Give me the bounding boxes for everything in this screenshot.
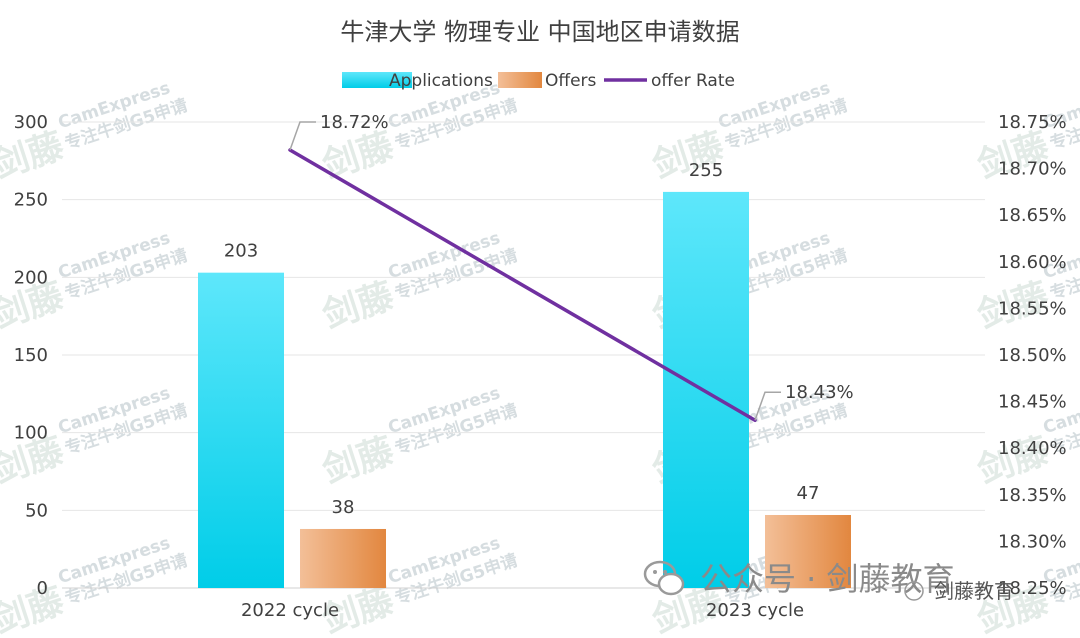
- chart-title: 牛津大学 物理专业 中国地区申请数据: [340, 18, 739, 46]
- y-right-tick-label: 18.40%: [998, 438, 1067, 459]
- legend-swatch-offers: [498, 72, 542, 88]
- category-label: 2022 cycle: [241, 600, 339, 621]
- bar-offers: [300, 528, 386, 588]
- offer-rate-series-line: [288, 148, 757, 422]
- bar-offers-value-label: 47: [797, 483, 820, 504]
- y-left-tick-label: 150: [14, 345, 48, 366]
- legend-label-applications: Applications: [389, 71, 493, 91]
- offer-rate-leader-line: [289, 121, 316, 151]
- y-left-tick-label: 100: [14, 423, 48, 444]
- footer-logo-icon: [904, 581, 924, 601]
- y-left-tick-label: 50: [25, 500, 48, 521]
- x-axis-categories: 2022 cycle 2023 cycle: [241, 600, 804, 621]
- offer-rate-value-label: 18.43%: [785, 382, 854, 403]
- bar-applications: [198, 272, 284, 588]
- y-left-tick-label: 300: [14, 112, 48, 133]
- legend-label-offer-rate: offer Rate: [651, 71, 735, 91]
- y-right-tick-label: 18.25%: [998, 578, 1067, 599]
- y-right-tick-label: 18.75%: [998, 112, 1067, 133]
- watermark-brand-cn: 剑藤: [0, 125, 69, 187]
- bars: 203 255 38 47: [198, 160, 851, 588]
- watermark-layer: 剑藤CamExpress专注牛剑G5申请剑藤CamExpress专注牛剑G5申请…: [0, 78, 1080, 638]
- legend: Applications Offers offer Rate: [342, 71, 735, 91]
- category-label: 2023 cycle: [706, 600, 804, 621]
- y-axis-left: 0 50 100 150 200 250 300: [14, 112, 48, 599]
- watermark-brand-cn: 剑藤: [0, 580, 69, 638]
- footer-account-text: 公众号 · 剑藤教育: [700, 560, 955, 598]
- bar-offers-value-label: 38: [332, 497, 355, 518]
- offer-rate-leader-line: [754, 391, 781, 421]
- y-left-tick-label: 200: [14, 267, 48, 288]
- wechat-icon: [643, 560, 685, 596]
- bar-applications-value-label: 255: [689, 160, 723, 181]
- y-right-tick-label: 18.50%: [998, 345, 1067, 366]
- y-right-tick-label: 18.30%: [998, 531, 1067, 552]
- legend-label-offers: Offers: [545, 71, 597, 91]
- y-right-tick-label: 18.55%: [998, 298, 1067, 319]
- offer-rate-line: 18.72% 18.43%: [288, 112, 854, 422]
- y-right-tick-label: 18.45%: [998, 392, 1067, 413]
- legend-swatch-applications: [342, 72, 412, 88]
- watermark-brand-cn: 剑藤: [317, 275, 398, 337]
- footer-small-text: 剑藤教育: [934, 579, 1014, 603]
- y-right-tick-label: 18.35%: [998, 485, 1067, 506]
- y-left-tick-label: 250: [14, 190, 48, 211]
- y-axis-right: 18.25% 18.30% 18.35% 18.40% 18.45% 18.50% 18.5…: [998, 112, 1067, 599]
- bar-offers: [765, 514, 851, 588]
- footer-account: 公众号 · 剑藤教育 剑藤教育: [643, 560, 1014, 603]
- y-right-tick-label: 18.70%: [998, 159, 1067, 180]
- y-right-tick-label: 18.65%: [998, 205, 1067, 226]
- watermark-brand-cn: 剑藤: [317, 430, 398, 492]
- watermark-brand-cn: 剑藤: [317, 125, 398, 187]
- offer-rate-value-label: 18.72%: [320, 112, 389, 133]
- bar-applications-value-label: 203: [224, 241, 258, 262]
- y-left-tick-label: 0: [37, 578, 48, 599]
- y-right-tick-label: 18.60%: [998, 252, 1067, 273]
